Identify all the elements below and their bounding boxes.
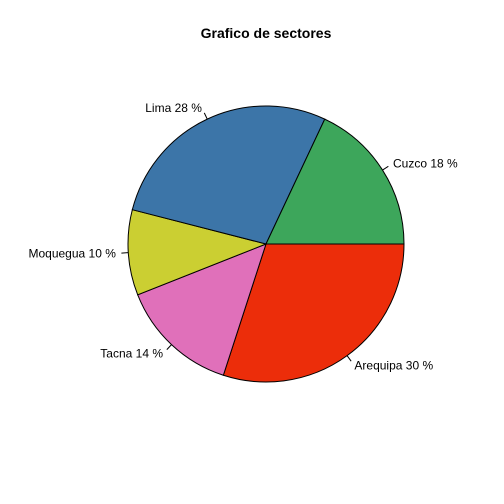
leader-line-arequipa: [346, 355, 352, 362]
slice-label-moquegua: Moquegua 10 %: [28, 246, 116, 260]
chart-title: Grafico de sectores: [201, 25, 332, 41]
leader-line-lima: [203, 112, 208, 120]
leader-lines: [121, 112, 389, 362]
slice-labels: Arequipa 30 % Tacna 14 % Moquegua 10 % Lima…: [28, 101, 458, 373]
slice-label-arequipa: Arequipa 30 %: [354, 359, 433, 373]
leader-line-tacna: [166, 344, 172, 350]
pie-slices: [127, 105, 405, 383]
pie-slice-lima: [131, 105, 326, 245]
slice-label-cuzco: Cuzco 18 %: [393, 156, 458, 170]
slice-label-lima: Lima 28 %: [145, 101, 202, 115]
pie-slice-arequipa: [222, 243, 405, 383]
pie-slice-tacna: [137, 243, 267, 376]
leader-line-cuzco: [382, 165, 389, 171]
slice-label-tacna: Tacna 14 %: [100, 347, 163, 361]
pie-slice-moquegua: [127, 209, 268, 296]
